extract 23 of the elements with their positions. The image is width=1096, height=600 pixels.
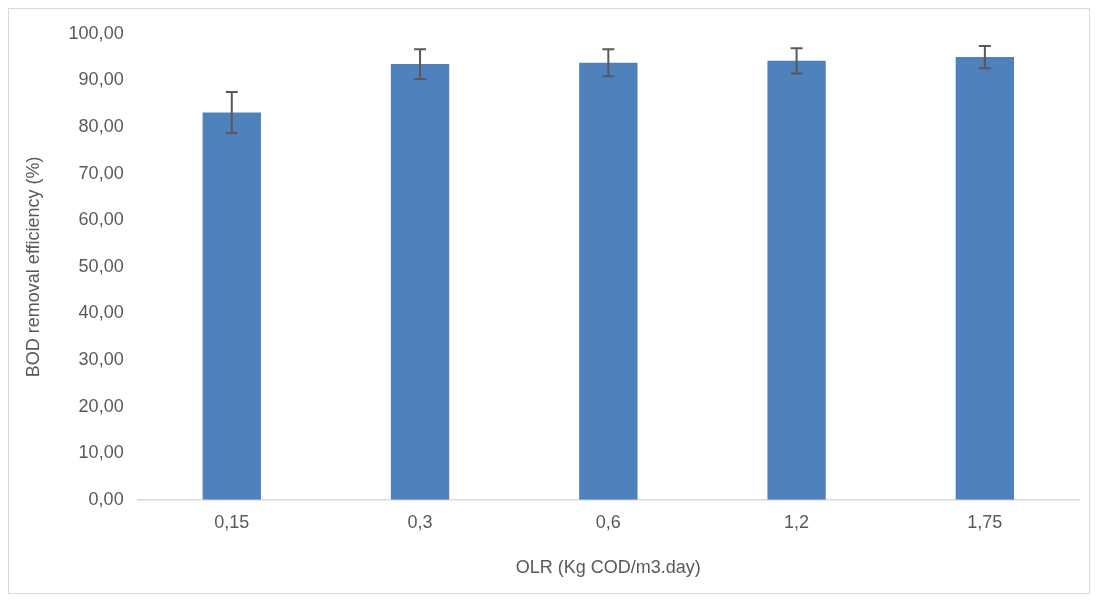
y-tick-label: 50,00: [78, 255, 124, 276]
x-tick-label: 1,75: [967, 511, 1003, 532]
x-tick-label: 1,2: [784, 511, 810, 532]
bar: [390, 64, 450, 500]
y-tick-label: 10,00: [78, 442, 124, 463]
y-tick-label: 70,00: [78, 162, 124, 183]
x-tick-label: 0,15: [214, 511, 250, 532]
y-tick-label: 100,00: [68, 22, 124, 43]
x-axis-title: OLR (Kg COD/m3.day): [515, 557, 701, 578]
y-tick-label: 40,00: [78, 302, 124, 323]
y-tick-label: 20,00: [78, 395, 124, 416]
x-tick-label: 0,6: [595, 511, 621, 532]
y-tick-label: 0,00: [88, 488, 124, 509]
x-tick-label: 0,3: [407, 511, 433, 532]
y-tick-label: 60,00: [78, 209, 124, 230]
bar: [955, 57, 1015, 500]
bar: [202, 112, 261, 500]
y-tick-label: 90,00: [78, 69, 124, 90]
bar: [579, 62, 638, 500]
y-axis-title: BOD removal efficiency (%): [22, 156, 43, 378]
y-tick-label: 80,00: [78, 115, 124, 136]
bar: [767, 60, 826, 500]
y-tick-label: 30,00: [78, 348, 124, 369]
